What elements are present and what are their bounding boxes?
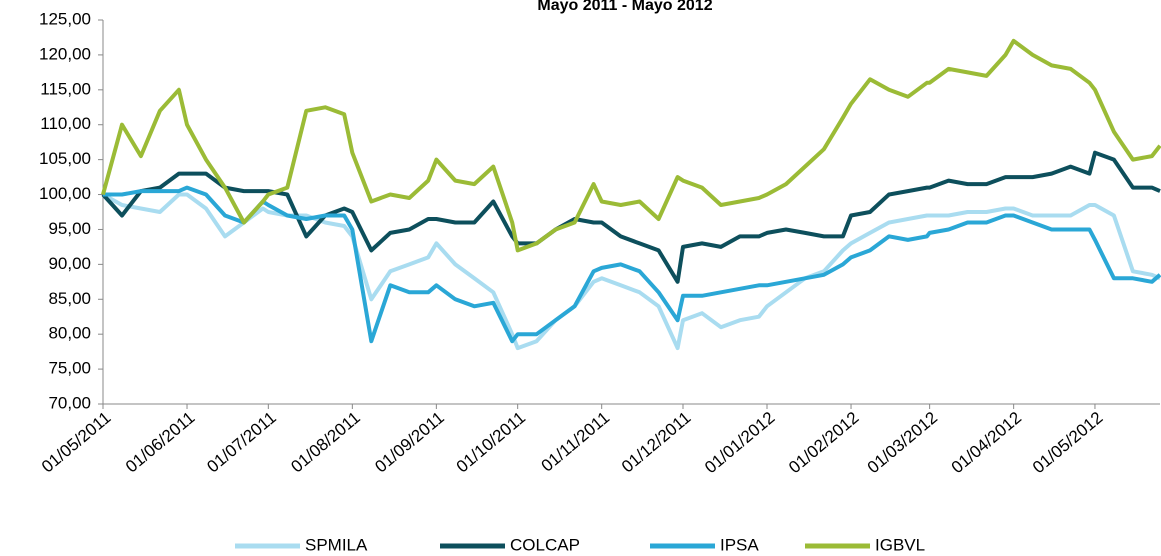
y-tick-label: 70,00 (48, 393, 91, 412)
x-tick-label: 01/05/2011 (38, 408, 114, 476)
series-line (103, 185, 1161, 344)
x-tick-label: 01/04/2012 (948, 408, 1025, 477)
x-tick-label: 01/09/2011 (371, 408, 447, 476)
x-tick-label: 01/12/2011 (618, 408, 694, 476)
legend-label: IGBVL (875, 535, 925, 554)
x-tick-label: 01/06/2011 (122, 408, 198, 476)
y-tick-label: 75,00 (48, 359, 91, 378)
series-line (101, 38, 1161, 253)
y-tick-label: 110,00 (40, 114, 91, 133)
y-tick-label: 125,00 (39, 9, 91, 28)
y-tick-label: 100,00 (39, 184, 91, 203)
series-line (101, 150, 1161, 284)
legend-label: COLCAP (510, 535, 580, 554)
x-tick-label: 01/01/2012 (701, 408, 778, 477)
legend-label: IPSA (720, 535, 759, 554)
y-tick-label: 90,00 (48, 254, 91, 273)
y-tick-label: 105,00 (39, 149, 91, 168)
y-tick-label: 120,00 (39, 44, 91, 63)
x-tick-label: 01/08/2011 (287, 408, 363, 476)
legend-label: SPMILA (305, 535, 368, 554)
x-tick-label: 01/07/2011 (203, 408, 279, 476)
y-tick-label: 115,00 (40, 79, 91, 98)
x-tick-label: 01/10/2011 (453, 408, 529, 476)
y-tick-label: 80,00 (48, 324, 91, 343)
x-tick-label: 01/11/2011 (538, 408, 613, 476)
x-tick-label: 01/05/2012 (1029, 408, 1106, 477)
x-tick-label: 01/03/2012 (864, 408, 941, 477)
x-tick-label: 01/02/2012 (785, 408, 862, 477)
y-tick-label: 95,00 (48, 219, 91, 238)
chart-title: Mayo 2011 - Mayo 2012 (537, 0, 712, 14)
series-line (102, 192, 1161, 351)
y-tick-label: 85,00 (48, 289, 91, 308)
